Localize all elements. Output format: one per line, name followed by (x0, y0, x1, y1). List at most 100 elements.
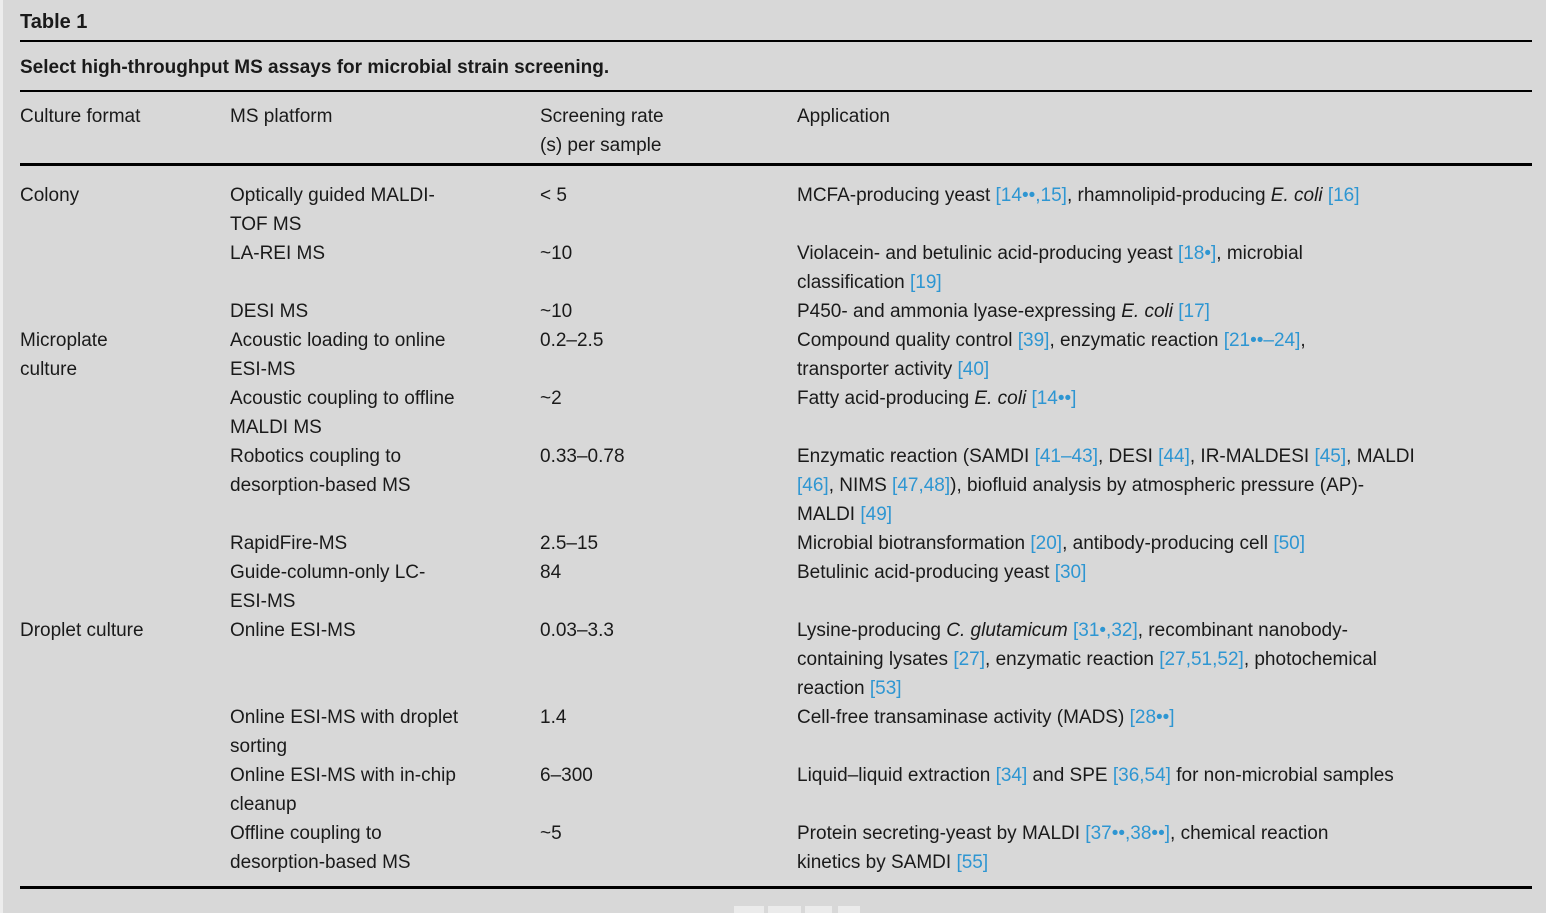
application-text: Enzymatic reaction (SAMDI (797, 446, 1035, 467)
screening-rate-cell: 0.33–0.78 (540, 446, 625, 467)
citation-link[interactable]: [36,54] (1112, 765, 1171, 786)
column-header-application: Application (797, 92, 1532, 166)
citation-link[interactable]: [14••] (1031, 388, 1077, 409)
ms-platform-cell: Robotics coupling to desorption-based MS (230, 446, 411, 496)
citation-link[interactable]: [44] (1158, 446, 1190, 467)
scan-artifact (768, 906, 801, 913)
table-row: Robotics coupling to desorption-based MS… (20, 442, 1532, 529)
application-text: , antibody-producing cell (1062, 533, 1274, 554)
citation-link[interactable]: [27,51,52] (1159, 649, 1244, 670)
table-row: Microplate culture Acoustic loading to on… (20, 326, 1532, 384)
application-cell: Liquid–liquid extraction [34] and SPE [3… (797, 761, 1532, 819)
column-header-ms-platform: MS platform (230, 92, 540, 166)
citation-link[interactable]: [55] (956, 852, 989, 873)
citation-link[interactable]: [37••,38••] (1085, 823, 1171, 844)
application-text: ), biofluid analysis by atmospheric pres… (797, 475, 1365, 525)
screening-rate-cell: 6–300 (540, 765, 593, 786)
table-caption: Select high-throughput MS assays for mic… (20, 57, 610, 78)
scan-artifact (838, 906, 860, 913)
citation-link[interactable]: [31•,32] (1072, 620, 1138, 641)
application-cell: P450- and ammonia lyase-expressing E. co… (797, 297, 1532, 326)
citation-link[interactable]: [45] (1314, 446, 1347, 467)
scan-edge-artifact (0, 0, 3, 913)
application-text: , rhamnolipid-producing (1066, 185, 1271, 206)
citation-link[interactable]: [40] (957, 359, 990, 380)
table-row: Colony Optically guided MALDI- TOF MS < 5 M… (20, 165, 1532, 240)
citation-link[interactable]: [21••–24] (1223, 330, 1301, 351)
species-name: E. coli (1121, 301, 1173, 322)
citation-link[interactable]: [30] (1054, 562, 1087, 583)
screening-rate-cell: ~10 (540, 301, 573, 322)
table-row: Online ESI-MS with droplet sorting 1.4 Cel… (20, 703, 1532, 761)
ms-platform-cell: Acoustic coupling to offline MALDI MS (230, 388, 455, 438)
screening-rate-cell: 1.4 (540, 707, 567, 728)
application-text: , recombinant nanobody- containing lysat… (797, 620, 1348, 670)
application-cell: Violacein- and betulinic acid-producing … (797, 239, 1532, 297)
application-text: , MALDI (1346, 446, 1415, 467)
culture-format-cell (20, 442, 230, 529)
application-text: for non-microbial samples (1170, 765, 1394, 786)
table-row: Guide-column-only LC- ESI-MS 84 Betulinic … (20, 558, 1532, 616)
citation-link[interactable]: [41–43] (1034, 446, 1098, 467)
ms-platform-cell: Online ESI-MS with droplet sorting (230, 707, 459, 757)
screening-rate-cell: 84 (540, 562, 562, 583)
application-cell: MCFA-producing yeast [14••,15], rhamnoli… (797, 165, 1532, 240)
culture-format-cell (20, 558, 230, 616)
application-text: and SPE (1027, 765, 1113, 786)
table-row: DESI MS ~10 P450- and ammonia lyase-expres… (20, 297, 1532, 326)
ms-platform-cell: RapidFire-MS (230, 533, 348, 554)
citation-link[interactable]: [16] (1327, 185, 1360, 206)
ms-platform-cell: Online ESI-MS with in-chip cleanup (230, 765, 456, 815)
screening-rate-cell: 0.03–3.3 (540, 620, 614, 641)
culture-format-cell (20, 819, 230, 888)
application-text: Violacein- and betulinic acid-producing … (797, 243, 1178, 264)
screening-rate-cell: 0.2–2.5 (540, 330, 604, 351)
culture-format-cell (20, 529, 230, 558)
table-row: LA-REI MS ~10 Violacein- and betulinic aci… (20, 239, 1532, 297)
species-name: E. coli (974, 388, 1027, 409)
table-row: Online ESI-MS with in-chip cleanup 6–300 L… (20, 761, 1532, 819)
divider-top (20, 40, 1532, 42)
application-text: Fatty acid-producing (797, 388, 975, 409)
citation-link[interactable]: [17] (1178, 301, 1210, 322)
application-text: , IR-MALDESI (1189, 446, 1315, 467)
application-text: Cell-free transaminase activity (MADS) (797, 707, 1130, 728)
citation-link[interactable]: [19] (910, 272, 942, 293)
application-text: , microbial classification (797, 243, 1303, 293)
application-text: , chemical reaction kinetics by SAMDI (797, 823, 1329, 873)
divider-caption (20, 90, 1532, 92)
scan-artifact (805, 906, 832, 913)
application-text: Protein secreting-yeast by MALDI (797, 823, 1086, 844)
application-cell: Compound quality control [39], enzymatic… (797, 326, 1532, 384)
culture-format-cell (20, 239, 230, 297)
citation-link[interactable]: [18•] (1177, 243, 1217, 264)
citation-link[interactable]: [34] (995, 765, 1028, 786)
culture-format-cell: Microplate culture (20, 330, 108, 380)
screening-rate-cell: ~5 (540, 823, 562, 844)
application-text: Lysine-producing (797, 620, 947, 641)
column-header-screening-rate: Screening rate (s) per sample (540, 92, 797, 166)
application-text: Microbial biotransformation (797, 533, 1031, 554)
citation-link[interactable]: [50] (1273, 533, 1306, 554)
application-cell: Betulinic acid-producing yeast [30] (797, 558, 1532, 616)
application-cell: Protein secreting-yeast by MALDI [37••,3… (797, 819, 1532, 888)
ms-platform-cell: Guide-column-only LC- ESI-MS (230, 562, 426, 612)
table-container: Table 1 Select high-throughput MS assays… (20, 0, 1532, 889)
header-row: Culture format MS platform Screening rat… (20, 92, 1532, 166)
citation-link[interactable]: [28••] (1129, 707, 1175, 728)
application-cell: Cell-free transaminase activity (MADS) [… (797, 703, 1532, 761)
citation-link[interactable]: [20] (1030, 533, 1063, 554)
citation-link[interactable]: [39] (1017, 330, 1050, 351)
citation-link[interactable]: [27] (953, 649, 986, 670)
citation-link[interactable]: [49] (860, 504, 893, 525)
citation-link[interactable]: [47,48] (892, 475, 951, 496)
culture-format-cell (20, 297, 230, 326)
citation-link[interactable]: [46] (797, 475, 829, 496)
citation-link[interactable]: [53] (869, 678, 902, 699)
table-row: Droplet culture Online ESI-MS 0.03–3.3 Lysi… (20, 616, 1532, 703)
culture-format-cell: Droplet culture (20, 620, 144, 641)
citation-link[interactable]: [14••,15] (995, 185, 1067, 206)
table-row: Offline coupling to desorption-based MS ~… (20, 819, 1532, 888)
ms-platform-cell: Online ESI-MS (230, 620, 356, 641)
